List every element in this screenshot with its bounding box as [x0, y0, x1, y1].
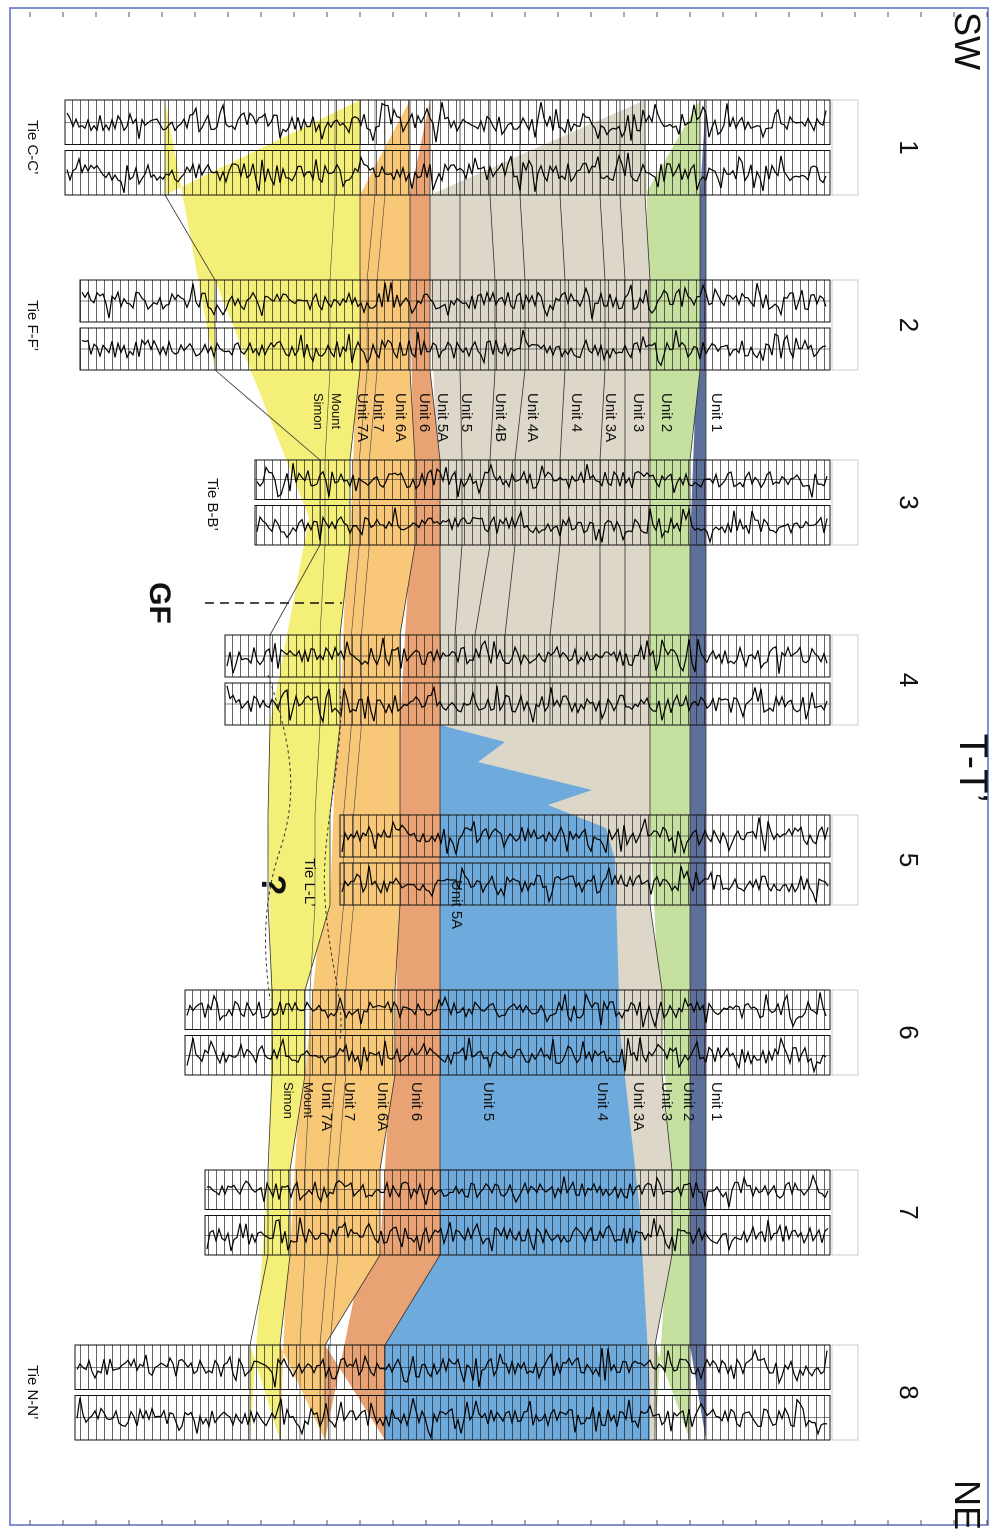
unit-label: Unit 5A [434, 393, 451, 442]
unit-label: Unit 4 [594, 1082, 611, 1121]
log-curve [81, 329, 827, 367]
well-number: 4 [894, 673, 924, 687]
log-curve [206, 1217, 829, 1252]
horizon-line [549, 100, 566, 725]
wells [64, 99, 859, 1441]
log-curve [256, 463, 828, 498]
unit-label: Unit 5 [480, 1082, 497, 1121]
well-number: 8 [894, 1385, 924, 1399]
well-header [831, 1169, 859, 1256]
well-header [831, 459, 859, 546]
well-header [831, 814, 859, 906]
layer [645, 100, 700, 1440]
tie-label: Tie L-L’ [301, 858, 318, 907]
horizon-line [324, 100, 416, 1440]
unit-label: Unit 5A [448, 880, 465, 929]
log-curve [256, 507, 828, 545]
horizon-line [329, 100, 386, 1440]
log-curve [206, 1173, 829, 1208]
log-curve [341, 817, 829, 855]
unit-label: Unit 3 [658, 1082, 675, 1121]
labels: 1 Tie C-C’ 2 Tie F-F’ 3 Tie B-B’ 4 5 Tie L-L’ 6 7 8… [24, 12, 988, 1525]
well-number: 5 [894, 853, 924, 867]
well-header [831, 279, 859, 371]
log-curve [186, 1036, 827, 1074]
horizon-line [299, 100, 336, 1440]
right-end-label: NE [947, 1480, 988, 1530]
horizon-line [619, 100, 626, 725]
well-number: 3 [894, 495, 924, 509]
uncertain-boundary [265, 674, 292, 1001]
log-curve [226, 685, 828, 725]
log-curve [341, 865, 829, 904]
uncertain-mark: ? [254, 875, 292, 896]
fault-label: GF [143, 582, 176, 624]
tie-label: Tie C-C’ [24, 120, 41, 174]
section-title: T-T’ [951, 734, 995, 803]
unit-label: Unit 3A [602, 393, 619, 442]
unit-label: Mount [329, 393, 344, 430]
horizon-line [384, 100, 441, 1440]
left-end-label: SW [947, 12, 988, 70]
log-curve [186, 992, 827, 1029]
horizon-line [279, 100, 361, 1440]
unit-label: Unit 6A [392, 393, 409, 442]
unit-label: Unit 4A [524, 393, 541, 442]
unit-label: Unit 5 [458, 393, 475, 432]
well-header [831, 1344, 859, 1441]
unit-label: Simon [311, 393, 326, 430]
unit-label: Mount [301, 1082, 316, 1119]
unit-label: Unit 6 [416, 393, 433, 432]
well-number: 2 [894, 318, 924, 332]
log-curve [76, 1397, 828, 1441]
tie-label: Tie N-N’ [24, 1365, 41, 1419]
well-header [831, 634, 859, 726]
unit-label: Unit 2 [658, 393, 675, 432]
unit-label: Unit 7 [370, 393, 387, 432]
unit-label: Unit 4 [568, 393, 585, 432]
unit-label: Unit 7A [354, 393, 371, 442]
horizon-line [599, 100, 606, 725]
unit-label: Unit 3A [630, 1082, 647, 1131]
horizon-line [644, 100, 673, 1440]
unit-label: Unit 7A [318, 1082, 335, 1131]
horizon-line [474, 100, 496, 725]
log-curve [66, 101, 827, 143]
layer [690, 100, 706, 1440]
horizon-line [319, 100, 376, 1440]
unit-label: Unit 7 [341, 1082, 358, 1121]
well-header [831, 99, 859, 196]
well-number: 1 [894, 140, 924, 154]
uncertain-boundary [323, 689, 342, 1041]
unit-label: Unit 2 [680, 1082, 697, 1121]
horizon-line [504, 100, 526, 725]
log-curve [81, 282, 827, 320]
horizon-line [164, 100, 321, 1440]
log-curve [226, 637, 828, 674]
horizon-line [454, 100, 463, 725]
well-number: 6 [894, 1025, 924, 1039]
unit-label: Unit 1 [708, 393, 725, 432]
tie-label: Tie B-B’ [204, 478, 221, 531]
well-number: 7 [894, 1205, 924, 1219]
well-header [831, 989, 859, 1076]
unit-label: Unit 6A [374, 1082, 391, 1131]
layer [325, 100, 440, 1440]
log-curve [66, 152, 827, 193]
unit-label: Unit 6 [408, 1082, 425, 1121]
horizon-line [689, 100, 701, 1440]
unit-label: Unit 3 [630, 393, 647, 432]
tie-label: Tie F-F’ [24, 300, 41, 351]
layer [165, 100, 360, 1440]
unit-label: Simon [281, 1082, 296, 1119]
log-curve [76, 1348, 828, 1388]
frame [9, 7, 989, 1526]
unit-label: Unit 4B [492, 393, 509, 442]
unit-label: Unit 1 [708, 1082, 725, 1121]
